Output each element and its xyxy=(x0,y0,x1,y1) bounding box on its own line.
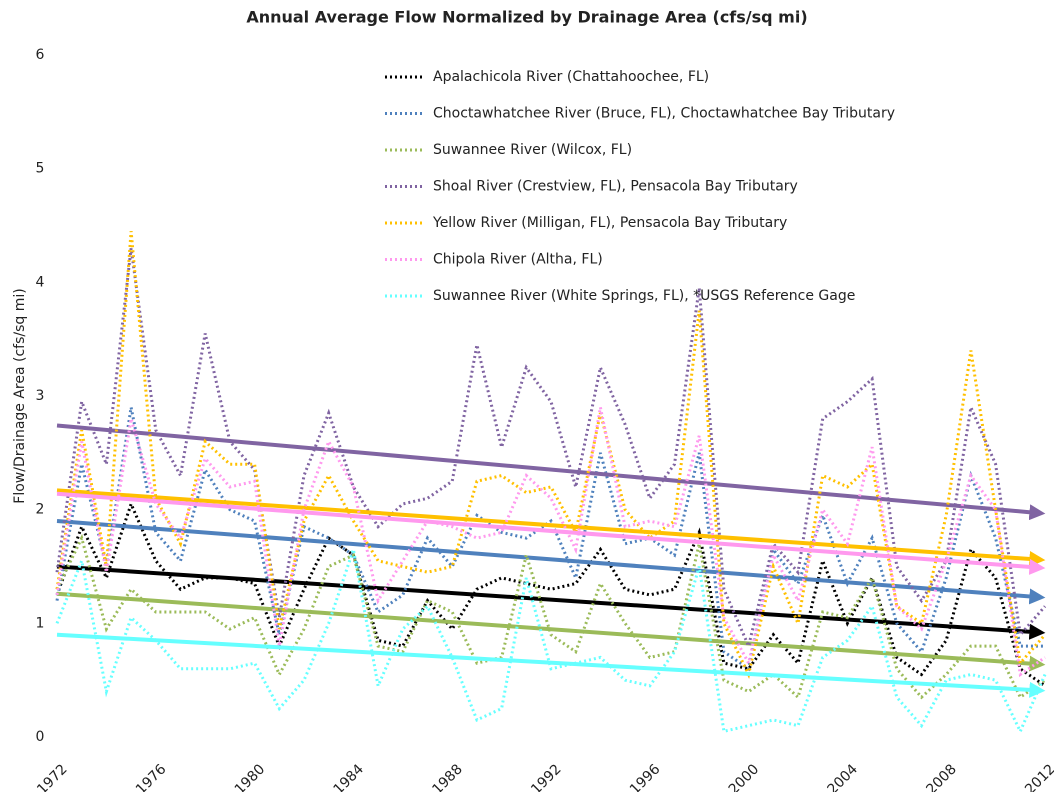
trend-line xyxy=(56,591,1046,672)
y-axis-label: Flow/Drainage Area (cfs/sq mi) xyxy=(12,288,28,503)
x-tick-label: 1972 xyxy=(34,761,71,792)
series-line xyxy=(55,533,1046,700)
legend-label: Shoal River (Crestview, FL), Pensacola B… xyxy=(433,179,798,195)
series-line xyxy=(55,548,1047,735)
legend-label: Yellow River (Milligan, FL), Pensacola B… xyxy=(432,215,787,231)
chart-title: Annual Average Flow Normalized by Draina… xyxy=(246,8,807,27)
series-line xyxy=(55,248,1047,651)
y-tick-label: 6 xyxy=(36,47,45,63)
x-tick-label: 1980 xyxy=(232,761,269,792)
trend-line xyxy=(56,488,1046,567)
series-line xyxy=(55,407,1045,672)
y-tick-label: 0 xyxy=(36,729,45,745)
x-tick-label: 1976 xyxy=(133,761,170,792)
y-tick-label: 5 xyxy=(36,161,45,177)
x-tick-label: 2008 xyxy=(923,761,960,792)
trend-line xyxy=(56,423,1046,521)
y-tick-label: 2 xyxy=(36,502,45,518)
x-tick-label: 2004 xyxy=(825,761,862,792)
legend-label: Suwannee River (White Springs, FL), *USG… xyxy=(433,288,855,304)
y-tick-label: 4 xyxy=(36,274,45,290)
x-tick-label: 1992 xyxy=(528,761,565,792)
x-tick-label: 2012 xyxy=(1022,761,1054,792)
x-tick-label: 1984 xyxy=(331,761,368,792)
x-tick-label: 2000 xyxy=(726,761,763,792)
x-tick-label: 1996 xyxy=(627,761,664,792)
trend-line xyxy=(56,564,1046,640)
y-tick-label: 1 xyxy=(36,615,45,631)
trend-line xyxy=(56,632,1046,698)
y-tick-label: 3 xyxy=(36,388,45,404)
legend-label: Suwannee River (Wilcox, FL) xyxy=(433,142,632,158)
x-tick-label: 1988 xyxy=(429,761,466,792)
trend-line xyxy=(56,491,1046,575)
legend-label: Chipola River (Altha, FL) xyxy=(433,252,603,268)
legend-label: Apalachicola River (Chattahoochee, FL) xyxy=(433,69,709,85)
legend-label: Choctawhatchee River (Bruce, FL), Chocta… xyxy=(433,106,895,122)
